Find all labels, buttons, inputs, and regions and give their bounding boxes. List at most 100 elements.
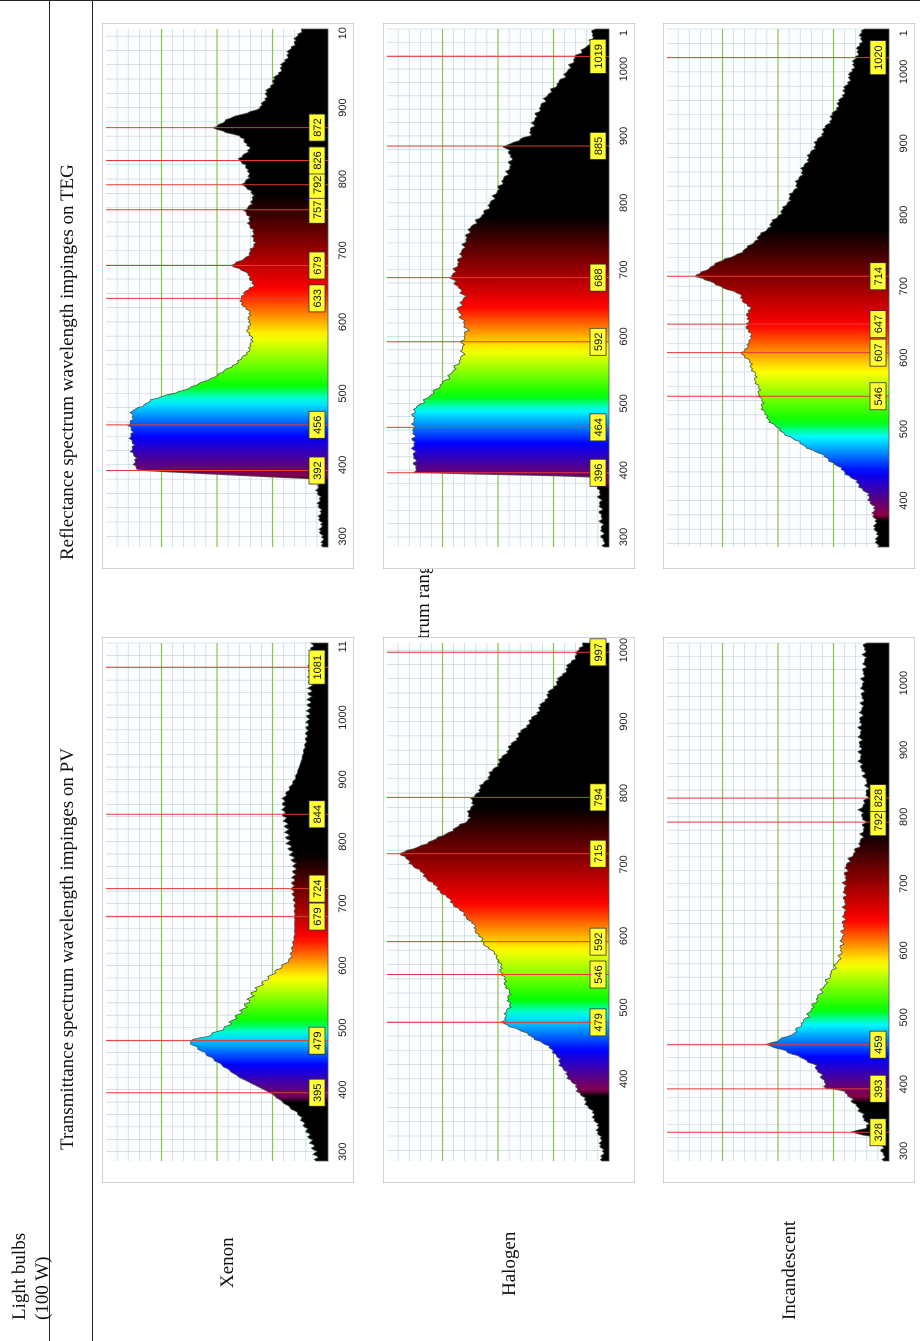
axis-tick-label: 800 xyxy=(618,194,630,212)
axis-tick-label: 700 xyxy=(337,241,349,259)
svg-text:546: 546 xyxy=(873,387,885,405)
peak-marker-459: 459 xyxy=(667,1030,889,1059)
svg-text:794: 794 xyxy=(593,788,605,806)
axis-tick-label: 300 xyxy=(337,1143,349,1161)
axis-tick-label: 400 xyxy=(337,456,349,474)
svg-text:479: 479 xyxy=(593,1013,605,1031)
spectrum-svg: 396 464 592 688 885 1019 300 400 500 600 700 800 900… xyxy=(383,23,635,569)
svg-text:679: 679 xyxy=(312,907,324,925)
row-label-incandescent: Incandescent xyxy=(779,1220,800,1320)
teg-column-header: Reflectance spectrum wavelength impinges… xyxy=(57,164,78,560)
axis-tick-label: 300 xyxy=(898,1142,910,1160)
row-label-xenon: Xenon xyxy=(217,1237,238,1288)
svg-text:688: 688 xyxy=(593,268,605,286)
axis-tick-label: 400 xyxy=(618,1070,630,1088)
axis-tick-label: 800 xyxy=(618,784,630,802)
axis-tick-label: 600 xyxy=(618,327,630,345)
axis-tick-label: 10 xyxy=(337,27,349,39)
svg-text:479: 479 xyxy=(312,1031,324,1049)
svg-text:757: 757 xyxy=(312,201,324,219)
spectrum-svg: 546 607 647 714 1020 400 500 600 700 800 900 1000 1 xyxy=(663,23,915,569)
svg-text:792: 792 xyxy=(312,176,324,194)
spectrum-area xyxy=(399,642,610,1162)
svg-text:328: 328 xyxy=(873,1123,885,1141)
axis-tick-label: 800 xyxy=(898,808,910,826)
axis-tick-label: 700 xyxy=(898,874,910,892)
peak-marker-679: 679 xyxy=(106,902,328,931)
xenon-pv-spectrum-chart: 395 479 679 724 844 1081 300 400 500 600 700 800 900… xyxy=(102,637,354,1183)
axis-tick-label: 500 xyxy=(337,1018,349,1036)
spectrum-area xyxy=(127,28,329,548)
peak-marker-714: 714 xyxy=(667,262,889,291)
peak-marker-828: 828 xyxy=(667,784,889,812)
peak-marker-724: 724 xyxy=(106,874,328,903)
peak-marker-715: 715 xyxy=(387,839,609,868)
table-top-border xyxy=(0,0,920,1)
peak-marker-479: 479 xyxy=(387,1008,609,1037)
header-divider xyxy=(49,0,50,1341)
axis-tick-label: 300 xyxy=(618,528,630,546)
axis-tick-label: 1000 xyxy=(337,705,349,729)
svg-text:872: 872 xyxy=(312,118,324,136)
axis-tick-label: 700 xyxy=(618,260,630,278)
axis-tick-label: 900 xyxy=(898,741,910,759)
spectrum-svg: 392 456 633 679 757 792 826 872 300 400 500 600 700 8… xyxy=(102,23,354,569)
svg-text:792: 792 xyxy=(873,813,885,831)
peak-marker-872: 872 xyxy=(106,113,328,142)
incandescent-pv-spectrum-chart: 328 393 459 792 828 300 400 500 600 700 800 900 1000 xyxy=(663,637,915,1183)
axis-tick-label: 1000 xyxy=(898,60,910,84)
incandescent-teg-spectrum-chart: 546 607 647 714 1020 400 500 600 700 800 900 1000 1 xyxy=(663,23,915,569)
pv-column-header: Transmittance spectrum wavelength imping… xyxy=(57,748,78,1150)
svg-text:592: 592 xyxy=(593,333,605,351)
svg-text:459: 459 xyxy=(873,1036,885,1054)
svg-text:607: 607 xyxy=(873,343,885,361)
peak-marker-464: 464 xyxy=(387,413,609,442)
svg-text:715: 715 xyxy=(593,845,605,863)
svg-text:396: 396 xyxy=(593,464,605,482)
peak-marker-546: 546 xyxy=(667,382,889,411)
peak-marker-592: 592 xyxy=(387,327,609,356)
axis-tick-label: 700 xyxy=(898,277,910,295)
axis-tick-label: 600 xyxy=(337,313,349,331)
axis-tick-label: 800 xyxy=(337,170,349,188)
svg-text:393: 393 xyxy=(873,1080,885,1098)
axis-tick-label: 800 xyxy=(337,832,349,850)
peak-marker-592: 592 xyxy=(387,927,609,956)
spectrum-area xyxy=(410,28,610,548)
axis-tick-label: 900 xyxy=(337,98,349,116)
axis-tick-label: 700 xyxy=(618,855,630,873)
svg-text:395: 395 xyxy=(312,1084,324,1102)
svg-text:1081: 1081 xyxy=(312,655,324,679)
svg-text:844: 844 xyxy=(312,805,324,823)
xenon-teg-spectrum-chart: 392 456 633 679 757 792 826 872 300 400 500 600 700 8… xyxy=(102,23,354,569)
axis-tick-label: 400 xyxy=(898,491,910,509)
row-label-halogen: Halogen xyxy=(499,1231,520,1296)
svg-text:826: 826 xyxy=(312,151,324,169)
peak-marker-395: 395 xyxy=(106,1078,328,1107)
axis-tick-label: 600 xyxy=(618,927,630,945)
peak-marker-1081: 1081 xyxy=(106,649,328,685)
axis-tick-label: 11 xyxy=(337,641,349,652)
axis-tick-label: 1 xyxy=(898,30,910,36)
axis-tick-label: 1000 xyxy=(618,638,630,662)
axis-tick-label: 400 xyxy=(898,1075,910,1093)
peak-marker-479: 479 xyxy=(106,1026,328,1055)
peak-marker-328: 328 xyxy=(667,1118,889,1147)
axis-tick-label: 900 xyxy=(337,770,349,788)
axis-tick-label: 800 xyxy=(898,206,910,224)
peak-marker-997: 997 xyxy=(387,638,609,667)
svg-text:647: 647 xyxy=(873,315,885,333)
subheader-divider xyxy=(92,0,93,1341)
spectrum-area xyxy=(695,28,890,548)
peak-marker-393: 393 xyxy=(667,1074,889,1103)
svg-text:1019: 1019 xyxy=(593,44,605,68)
axis-tick-label: 500 xyxy=(337,384,349,402)
svg-text:592: 592 xyxy=(593,932,605,950)
peak-marker-844: 844 xyxy=(106,800,328,829)
peak-marker-688: 688 xyxy=(387,263,609,292)
axis-tick-label: 1 xyxy=(618,30,630,36)
peak-marker-1020: 1020 xyxy=(667,40,889,75)
halogen-pv-spectrum-chart: 479 546 592 715 794 997 400 500 600 700 800 900 1000 xyxy=(383,637,635,1183)
peak-marker-396: 396 xyxy=(387,458,609,487)
axis-tick-label: 1000 xyxy=(618,57,630,81)
